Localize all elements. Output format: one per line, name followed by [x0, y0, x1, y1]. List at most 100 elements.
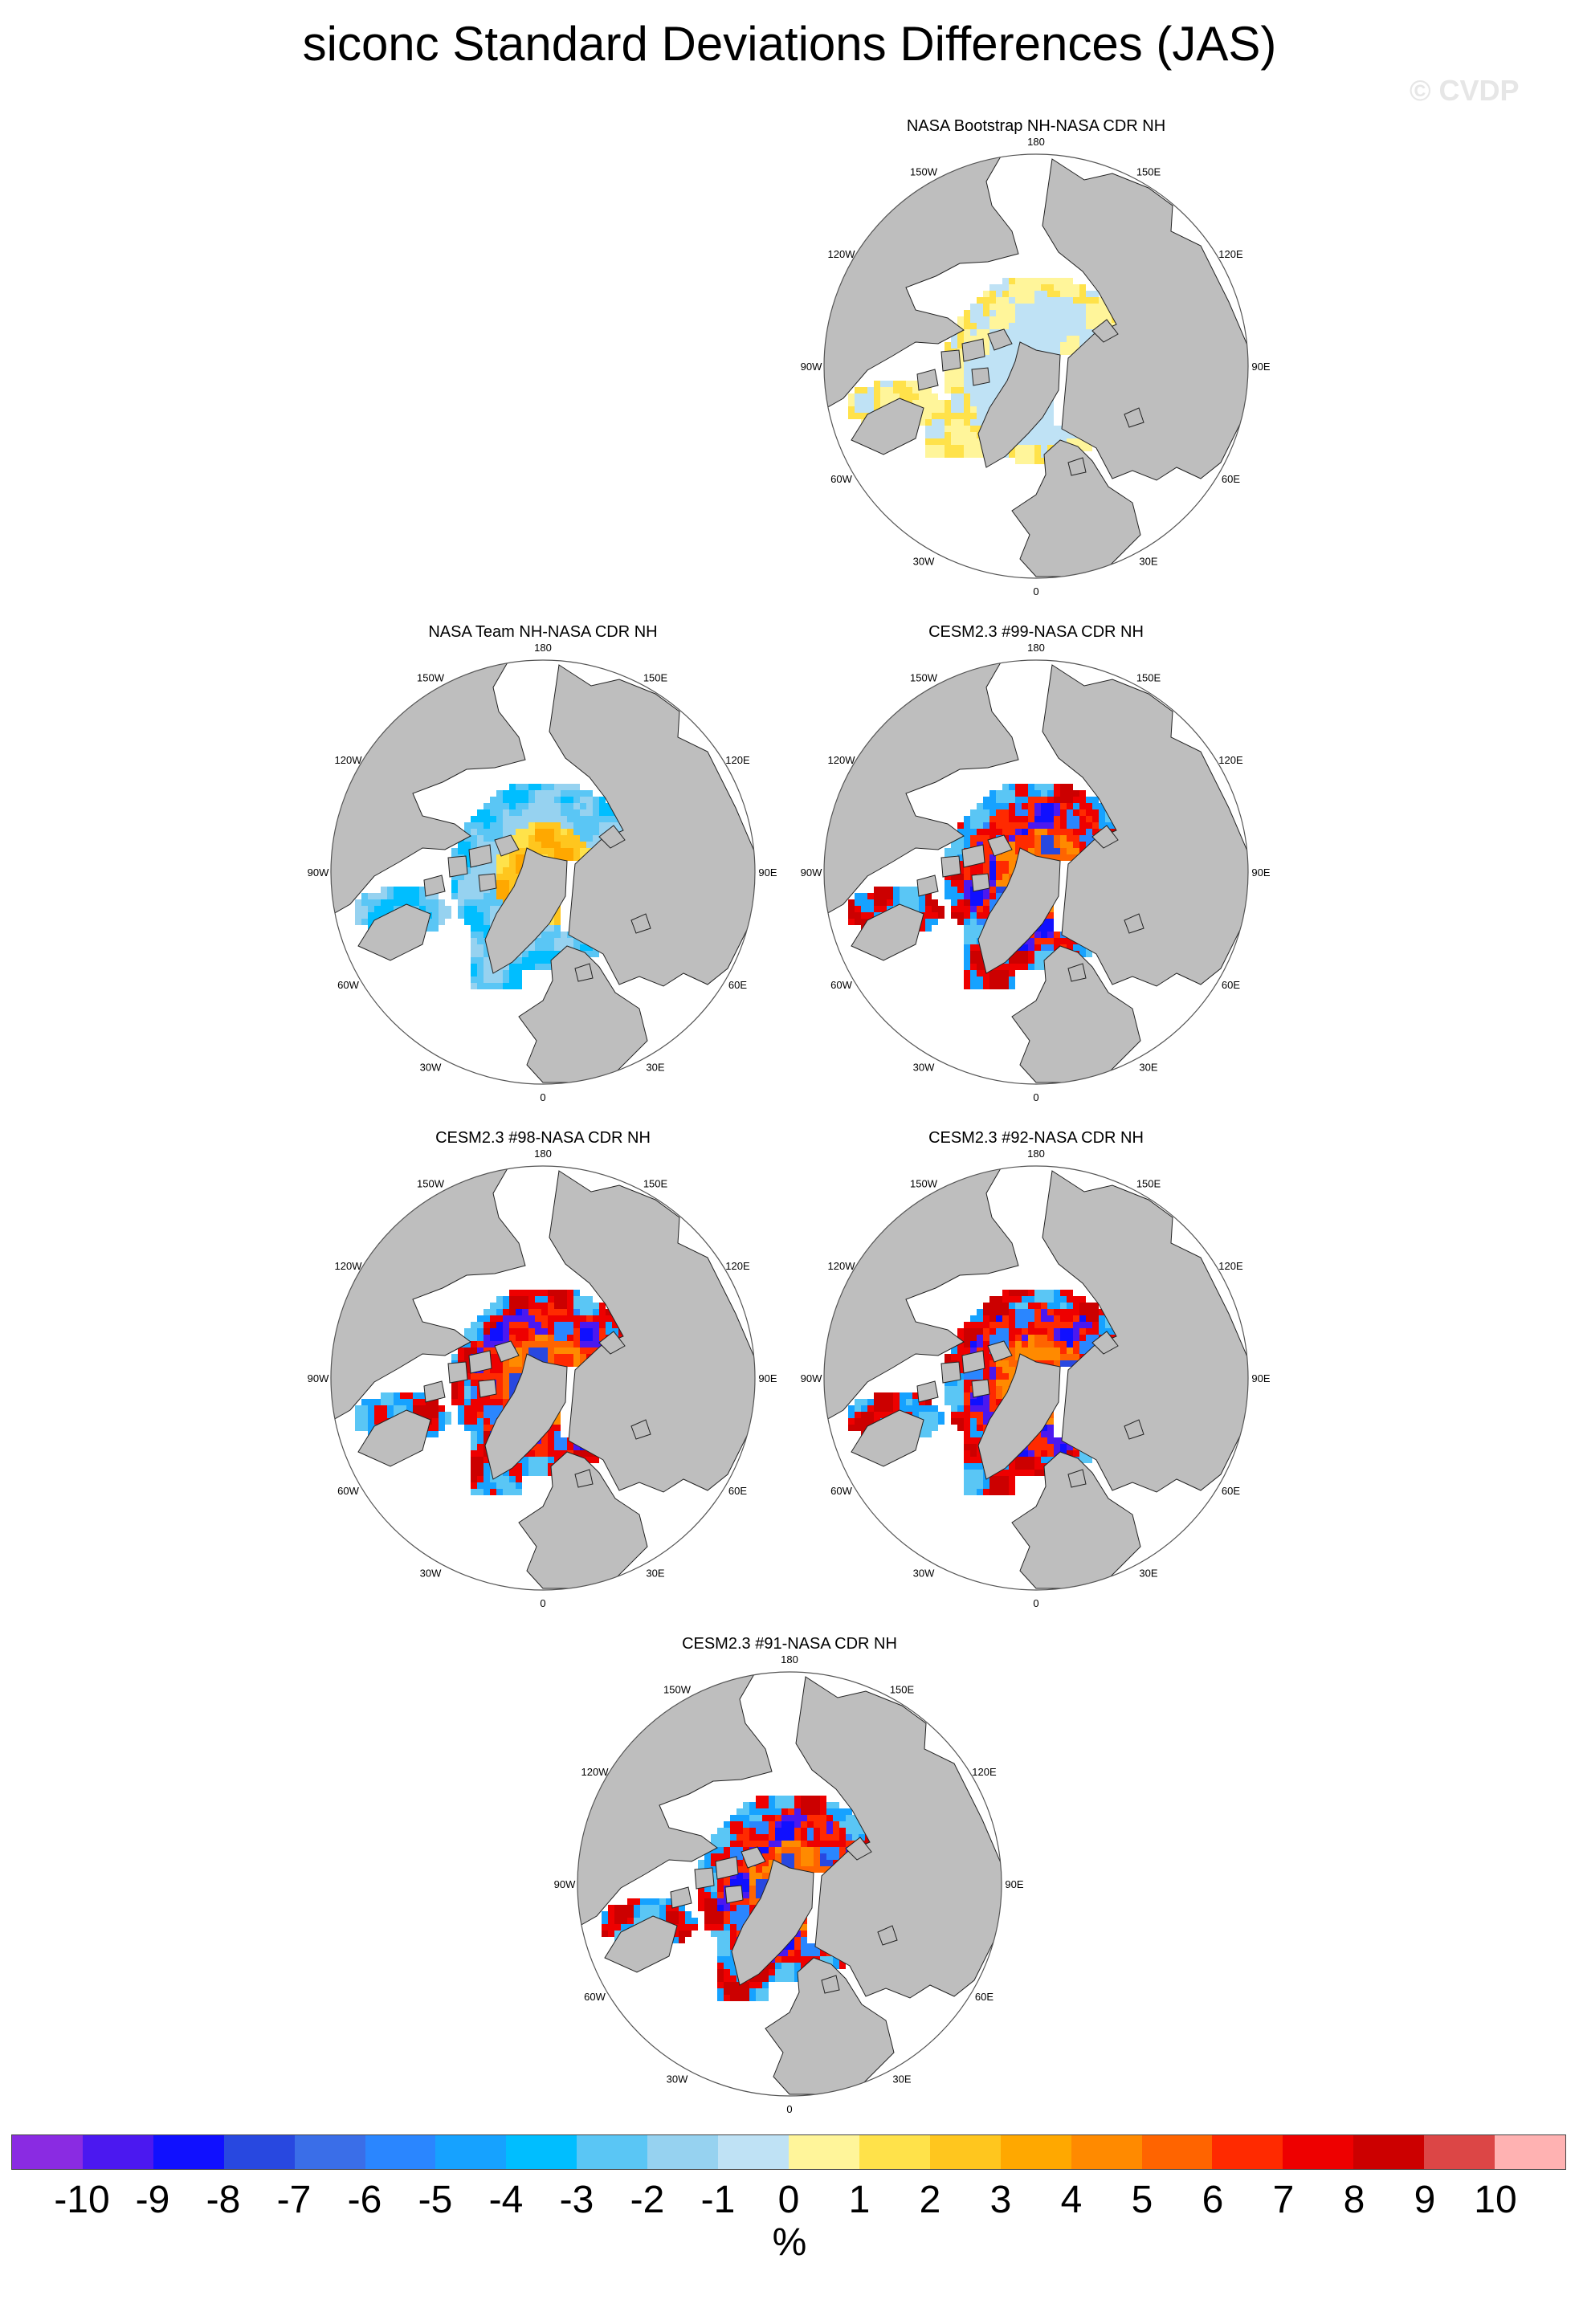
ice-cell	[1041, 336, 1047, 342]
ice-cell	[983, 899, 989, 906]
ice-cell	[957, 906, 964, 912]
ice-cell	[749, 1866, 756, 1873]
land-shape	[357, 903, 431, 961]
ice-cell	[717, 1931, 724, 1937]
ice-cell	[464, 1418, 471, 1425]
ice-cell	[1034, 932, 1041, 938]
ice-cell	[826, 1808, 833, 1815]
ice-cell	[964, 932, 970, 938]
ice-cell	[775, 1963, 781, 1969]
ice-cell	[762, 1969, 769, 1975]
ice-cell	[503, 1392, 509, 1399]
ice-cell	[957, 1328, 964, 1335]
ice-cell	[400, 1399, 406, 1405]
ice-cell	[477, 1373, 483, 1380]
ice-cell	[880, 887, 887, 893]
island	[987, 1340, 1013, 1363]
ice-cell	[554, 790, 561, 797]
land-shape	[795, 1676, 1002, 1999]
ice-cell	[496, 1296, 503, 1303]
ice-cell	[781, 1815, 788, 1821]
ice-cell	[516, 1348, 522, 1354]
ice-cell	[483, 970, 490, 976]
ice-cell	[522, 842, 528, 848]
ice-cell	[1022, 964, 1028, 970]
ice-cell	[490, 1412, 496, 1418]
ice-cell	[983, 1322, 989, 1328]
ice-cell	[977, 336, 983, 342]
ice-cell	[762, 1982, 769, 1988]
ice-cell	[439, 899, 445, 906]
ice-cell	[957, 899, 964, 906]
ice-cell	[496, 803, 503, 809]
ice-cell	[964, 336, 970, 342]
island	[447, 1361, 468, 1384]
ice-cell	[964, 912, 970, 919]
ice-cell	[593, 797, 599, 803]
longitude-label: 120W	[335, 754, 363, 766]
ice-cell	[1054, 790, 1060, 797]
ice-cell	[1022, 1322, 1028, 1328]
ice-cell	[964, 368, 970, 374]
ice-cell	[573, 816, 580, 822]
ice-cell	[516, 835, 522, 842]
ice-cell	[1034, 816, 1041, 822]
ice-cell	[432, 899, 439, 906]
ice-cell	[621, 1905, 627, 1911]
longitude-label: 60W	[830, 979, 852, 991]
ice-cell	[1073, 336, 1079, 342]
ice-cell	[496, 976, 503, 983]
ice-cell	[711, 1905, 717, 1911]
ice-cell	[1079, 1296, 1086, 1303]
ice-cell	[1022, 829, 1028, 835]
ice-cell	[567, 848, 573, 854]
ice-cell	[833, 1956, 839, 1963]
ice-cell	[1009, 835, 1015, 842]
ice-cell	[756, 1995, 762, 2001]
longitude-label: 60W	[584, 1991, 606, 2003]
ice-cell	[458, 1418, 464, 1425]
ice-cell	[932, 419, 938, 426]
ice-cell	[1079, 1457, 1086, 1463]
ice-cell	[1054, 349, 1060, 355]
island	[494, 1340, 520, 1363]
ice-cell	[679, 1931, 685, 1937]
ice-cell	[477, 1437, 483, 1444]
ice-cell	[509, 1489, 516, 1495]
ice-cell	[730, 1969, 736, 1975]
ice-cell	[769, 1808, 775, 1815]
ice-cell	[381, 899, 387, 906]
ice-cell	[490, 893, 496, 899]
ice-cell	[957, 381, 964, 387]
ice-cell	[996, 1360, 1002, 1367]
ice-cell	[509, 976, 516, 983]
ice-cell	[1079, 1328, 1086, 1335]
ice-cell	[1067, 1335, 1073, 1341]
ice-cell	[522, 1354, 528, 1360]
ice-cell	[541, 803, 548, 809]
ice-cell	[711, 1892, 717, 1898]
ice-cell	[855, 919, 861, 925]
ice-cell	[1067, 342, 1073, 349]
ice-cell	[820, 1808, 826, 1815]
ice-cell	[541, 1290, 548, 1296]
ice-cell	[522, 1322, 528, 1328]
ice-cell	[567, 835, 573, 842]
ice-cell	[471, 964, 477, 970]
ice-cell	[880, 1399, 887, 1405]
ice-cell	[1054, 1360, 1060, 1367]
ice-cell	[458, 880, 464, 887]
ice-cell	[781, 1834, 788, 1841]
ice-cell	[983, 887, 989, 893]
ice-cell	[483, 1425, 490, 1431]
ice-cell	[807, 1802, 814, 1808]
ice-cell	[1047, 329, 1054, 336]
ice-cell	[1028, 1290, 1034, 1296]
ice-cell	[361, 1418, 368, 1425]
ice-cell	[1047, 1348, 1054, 1354]
ice-cell	[1079, 835, 1086, 842]
ice-cell	[730, 1918, 736, 1924]
ice-cell	[522, 1463, 528, 1470]
ice-cell	[477, 976, 483, 983]
